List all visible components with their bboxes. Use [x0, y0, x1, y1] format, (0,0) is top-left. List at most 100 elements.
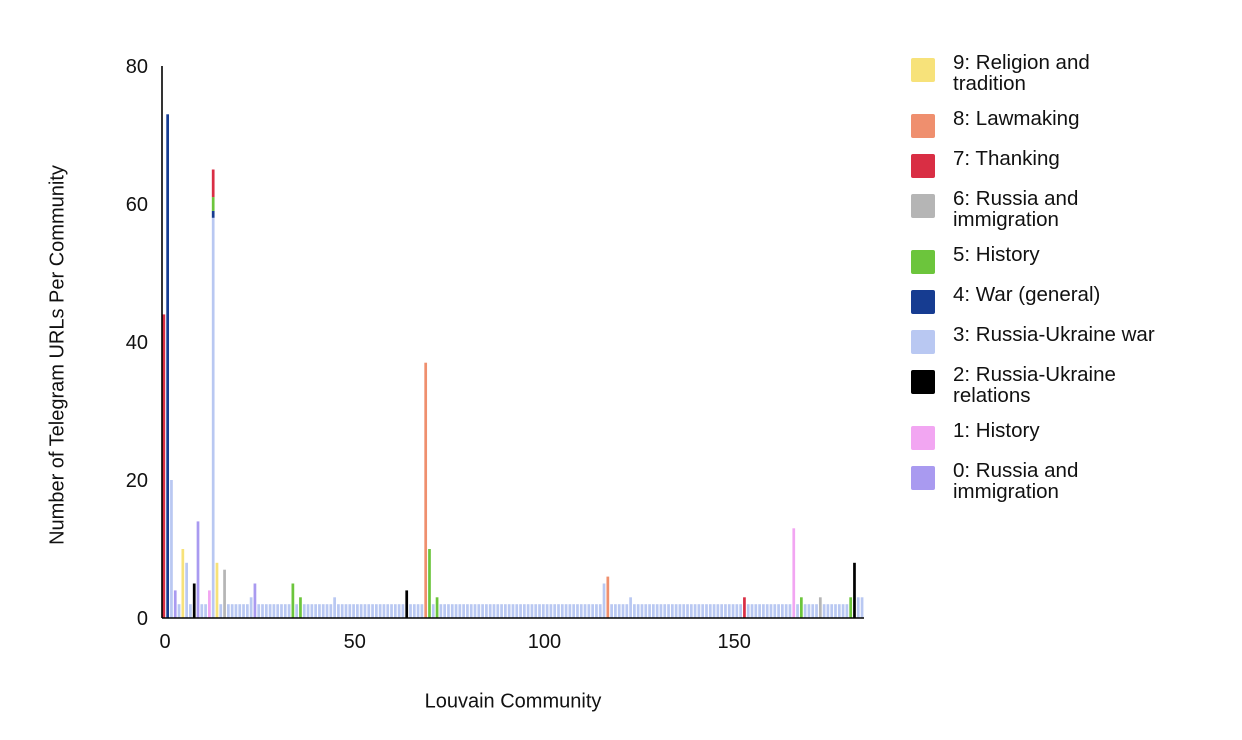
legend-swatch — [911, 250, 935, 274]
bar-community-71-topic-3 — [431, 604, 435, 618]
bar-community-17-topic-3 — [227, 604, 230, 618]
legend-swatch — [911, 58, 935, 82]
bar-community-115-topic-3 — [598, 604, 602, 618]
axes-group — [161, 66, 864, 619]
y-tick-label-0: 0 — [137, 608, 148, 630]
bar-community-92-topic-3 — [511, 604, 515, 618]
bar-community-48-topic-3 — [344, 604, 348, 618]
bar-community-146-topic-3 — [716, 604, 720, 618]
bar-community-13-topic-7 — [211, 169, 215, 198]
bar-community-74-topic-3 — [443, 604, 447, 618]
bar-community-105-topic-3 — [560, 604, 564, 618]
bar-community-91-topic-3 — [507, 604, 511, 618]
bar-community-184-topic-3 — [860, 597, 864, 618]
bar-community-63-topic-3 — [401, 604, 405, 618]
bar-community-158-topic-3 — [762, 604, 765, 618]
bar-community-72-topic-5 — [435, 597, 439, 618]
bar-community-10-topic-3 — [200, 604, 204, 618]
bar-community-66-topic-3 — [412, 604, 416, 618]
bar-community-130-topic-3 — [655, 604, 659, 618]
legend-item-topic-9: 9: Religion and tradition — [911, 52, 1231, 108]
bar-community-118-topic-3 — [610, 604, 613, 618]
bar-community-154-topic-3 — [746, 604, 750, 618]
bar-community-143-topic-3 — [705, 604, 708, 618]
bar-community-145-topic-3 — [712, 604, 716, 618]
bar-community-160-topic-3 — [769, 604, 773, 618]
bar-community-20-topic-3 — [238, 604, 242, 618]
bar-community-169-topic-3 — [803, 604, 807, 618]
bar-community-15-topic-3 — [219, 604, 223, 618]
legend-item-topic-0: 0: Russia and immigration — [911, 460, 1231, 516]
bar-community-99-topic-3 — [538, 604, 541, 618]
bar-community-44-topic-3 — [329, 604, 333, 618]
bar-community-125-topic-3 — [636, 604, 640, 618]
legend-label: 1: History — [953, 419, 1040, 442]
bar-community-107-topic-3 — [568, 604, 572, 618]
bar-community-183-topic-3 — [856, 597, 860, 618]
legend-item-topic-2: 2: Russia-Ukraine relations — [911, 364, 1231, 420]
bar-community-43-topic-3 — [325, 604, 329, 618]
bar-community-14-topic-9 — [215, 562, 219, 618]
bar-community-49-topic-3 — [348, 604, 352, 618]
bar-community-94-topic-3 — [519, 604, 522, 618]
bar-community-133-topic-3 — [667, 604, 670, 618]
bar-community-57-topic-3 — [378, 604, 382, 618]
bar-community-147-topic-3 — [720, 604, 724, 618]
bar-community-156-topic-3 — [754, 604, 758, 618]
x-tick-label-50: 50 — [344, 631, 366, 653]
bar-community-102-topic-3 — [549, 604, 553, 618]
bar-community-144-topic-3 — [708, 604, 712, 618]
bar-community-28-topic-3 — [268, 604, 272, 618]
bar-community-137-topic-3 — [682, 604, 686, 618]
legend-item-topic-6: 6: Russia and immigration — [911, 188, 1231, 244]
bar-community-100-topic-3 — [541, 604, 545, 618]
y-tick-label-20: 20 — [126, 470, 148, 492]
bar-community-176-topic-3 — [830, 604, 834, 618]
bar-community-5-topic-9 — [181, 549, 185, 618]
bar-community-86-topic-3 — [488, 604, 492, 618]
bar-community-122-topic-3 — [625, 604, 629, 618]
legend-item-topic-3: 3: Russia-Ukraine war — [911, 324, 1231, 364]
legend-swatch — [911, 290, 935, 314]
bar-community-159-topic-3 — [765, 604, 769, 618]
bar-community-174-topic-3 — [822, 604, 826, 618]
bar-community-60-topic-3 — [390, 604, 393, 618]
bar-community-12-topic-1 — [208, 590, 211, 618]
bar-community-79-topic-3 — [462, 604, 465, 618]
bar-community-157-topic-3 — [758, 604, 761, 618]
bar-community-170-topic-3 — [807, 604, 811, 618]
legend-item-topic-8: 8: Lawmaking — [911, 108, 1231, 148]
bar-community-171-topic-3 — [811, 604, 815, 618]
bar-community-131-topic-3 — [659, 604, 663, 618]
bar-community-84-topic-3 — [481, 604, 484, 618]
bar-community-54-topic-3 — [367, 604, 371, 618]
bar-community-172-topic-3 — [815, 604, 818, 618]
bar-community-13-topic-4 — [211, 210, 215, 218]
bar-community-103-topic-3 — [553, 604, 557, 618]
bar-community-75-topic-3 — [447, 604, 450, 618]
bar-community-61-topic-3 — [393, 604, 397, 618]
bar-community-109-topic-3 — [576, 604, 579, 618]
legend-swatch — [911, 194, 935, 218]
bars-group — [162, 114, 864, 619]
bar-community-26-topic-3 — [261, 604, 264, 618]
bar-community-161-topic-3 — [773, 604, 777, 618]
x-tick-label-0: 0 — [159, 631, 170, 653]
bar-community-31-topic-3 — [280, 604, 283, 618]
bar-community-39-topic-3 — [310, 604, 314, 618]
bar-community-80-topic-3 — [466, 604, 469, 618]
bar-community-42-topic-3 — [321, 604, 325, 618]
bar-community-19-topic-3 — [234, 604, 238, 618]
legend-label: 7: Thanking — [953, 147, 1060, 170]
bar-community-1-topic-4 — [166, 114, 170, 619]
bar-community-18-topic-3 — [230, 604, 234, 618]
bar-community-155-topic-3 — [750, 604, 754, 618]
bar-community-69-topic-8 — [424, 362, 428, 618]
bar-community-139-topic-3 — [689, 604, 693, 618]
bar-community-29-topic-3 — [272, 604, 276, 618]
legend-swatch — [911, 154, 935, 178]
bar-community-34-topic-5 — [291, 583, 295, 618]
bar-community-152-topic-3 — [739, 604, 742, 618]
bar-community-77-topic-3 — [454, 604, 458, 618]
